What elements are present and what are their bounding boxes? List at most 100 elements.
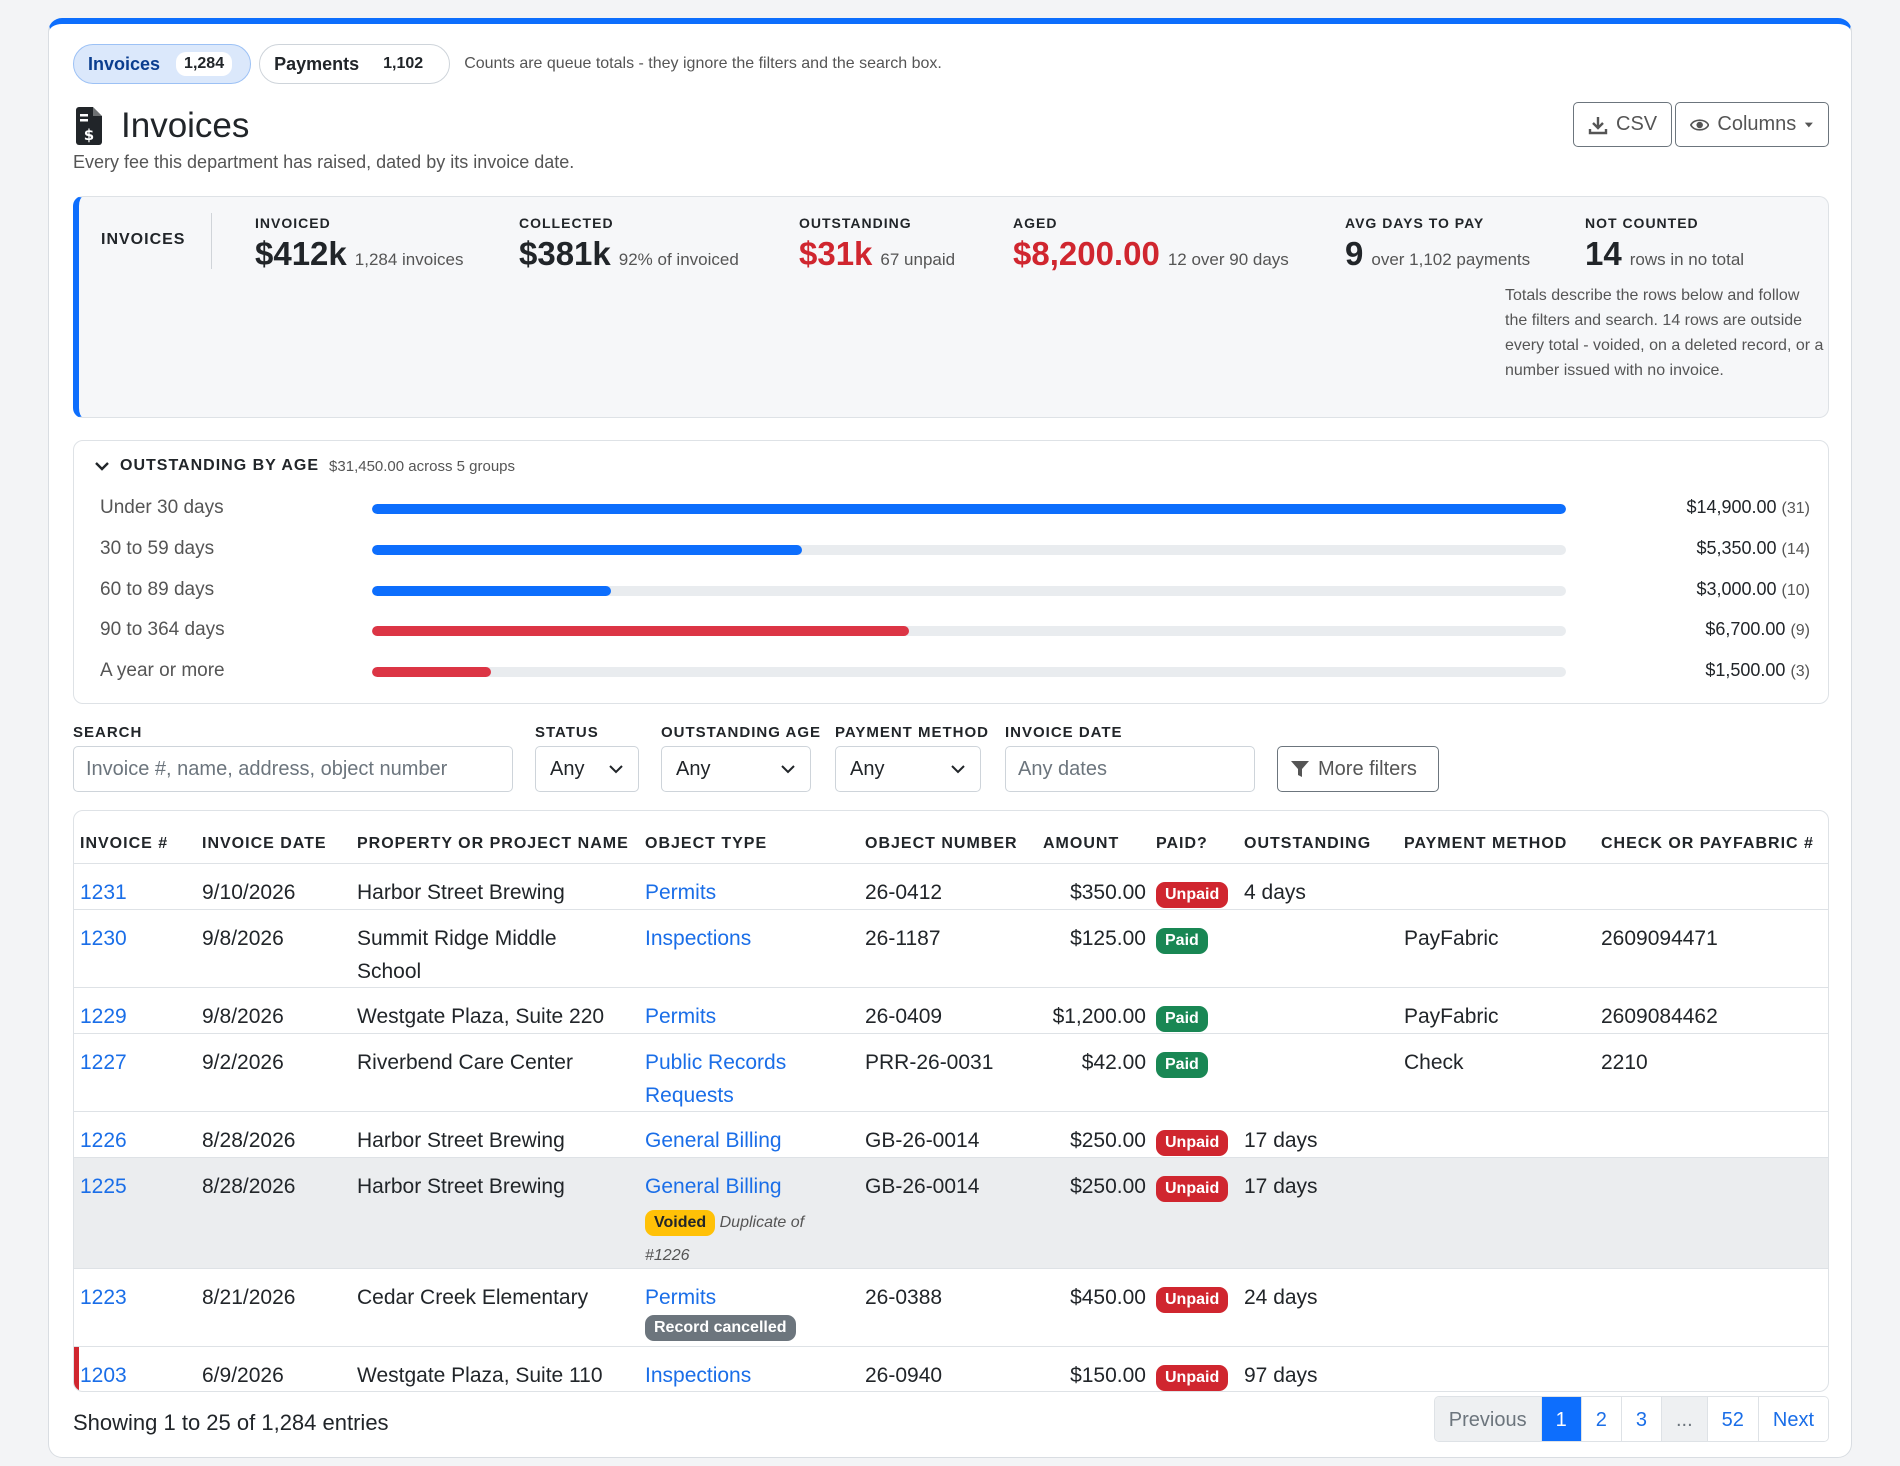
table-row[interactable]: 1231 9/10/2026 Harbor Street Brewing Per…	[74, 864, 1828, 910]
invoice-link[interactable]: 1231	[80, 881, 127, 904]
duplicate-note: Duplicate of #1226	[645, 1214, 805, 1264]
more-filters-button[interactable]: More filters	[1277, 746, 1439, 792]
object-type-link[interactable]: Inspections	[645, 1364, 752, 1387]
invoice-date: 9/2/2026	[202, 1051, 284, 1074]
invoice-link[interactable]: 1230	[80, 927, 127, 950]
object-type-link[interactable]: Public Records Requests	[645, 1051, 787, 1107]
table-row[interactable]: 1229 9/8/2026 Westgate Plaza, Suite 220 …	[74, 988, 1828, 1034]
table-row[interactable]: 1227 9/2/2026 Riverbend Care Center Publ…	[74, 1034, 1828, 1112]
table-row[interactable]: 1226 8/28/2026 Harbor Street Brewing Gen…	[74, 1112, 1828, 1158]
search-input[interactable]: Invoice #, name, address, object number	[73, 746, 513, 792]
table-row[interactable]: 1225 8/28/2026 Harbor Street Brewing Gen…	[74, 1158, 1828, 1269]
payment-method: PayFabric	[1404, 1005, 1499, 1028]
object-type-link[interactable]: General Billing	[645, 1175, 782, 1198]
table-row[interactable]: 1223 8/21/2026 Cedar Creek Elementary Pe…	[74, 1269, 1828, 1347]
date-label: INVOICE DATE	[1005, 724, 1123, 741]
property-name: Westgate Plaza, Suite 110	[357, 1364, 603, 1387]
object-number: 26-0388	[865, 1286, 943, 1309]
aging-row-label: A year or more	[100, 660, 225, 681]
object-type-link[interactable]: General Billing	[645, 1129, 782, 1152]
invoice-date: 9/8/2026	[202, 927, 284, 950]
search-label: SEARCH	[73, 724, 143, 741]
stat-outstanding: OUTSTANDING $31k 67 unpaid	[799, 215, 955, 273]
page-1[interactable]: 1	[1540, 1397, 1581, 1441]
aging-header[interactable]: OUTSTANDING BY AGE $31,450.00 across 5 g…	[94, 457, 515, 475]
csv-button[interactable]: CSV	[1573, 102, 1673, 147]
object-number: 26-0409	[865, 1005, 943, 1028]
invoice-link[interactable]: 1203	[80, 1364, 127, 1387]
check-number: 2609094471	[1601, 927, 1718, 950]
aging-bar-track	[372, 626, 1566, 636]
aging-row: Under 30 days $14,900.00 (31)	[100, 497, 1810, 521]
object-number: GB-26-0014	[865, 1129, 980, 1152]
column-header[interactable]: OUTSTANDING	[1244, 835, 1372, 852]
column-header[interactable]: OBJECT NUMBER	[865, 835, 1018, 852]
page-next[interactable]: Next	[1757, 1397, 1828, 1441]
age-label: OUTSTANDING AGE	[661, 724, 821, 741]
payment-method: Check	[1404, 1051, 1464, 1074]
invoice-link[interactable]: 1225	[80, 1175, 127, 1198]
invoices-card: Invoices 1,284 Payments 1,102 Counts are…	[48, 18, 1852, 1458]
object-type-link[interactable]: Permits	[645, 1005, 717, 1028]
property-name: Summit Ridge Middle School	[357, 927, 557, 983]
aging-row: 60 to 89 days $3,000.00 (10)	[100, 579, 1810, 603]
aging-amount-value: $5,350.00	[1696, 538, 1777, 558]
object-number: 26-0940	[865, 1364, 943, 1387]
property-name: Harbor Street Brewing	[357, 1175, 565, 1198]
age-select[interactable]: Any	[661, 746, 811, 792]
table-row[interactable]: 1230 9/8/2026 Summit Ridge Middle School…	[74, 910, 1828, 988]
amount: $450.00	[1070, 1286, 1146, 1309]
object-number: GB-26-0014	[865, 1175, 980, 1198]
column-header[interactable]: PAYMENT METHOD	[1404, 835, 1568, 852]
queue-tab-invoices[interactable]: Invoices 1,284	[73, 44, 252, 84]
filter-icon	[1291, 761, 1309, 777]
object-number: 26-0412	[865, 881, 943, 904]
stat-key: INVOICED	[255, 215, 331, 231]
stat-value: $412k	[255, 235, 347, 272]
invoice-date: 8/21/2026	[202, 1286, 296, 1309]
aging-total: $31,450.00 across 5 groups	[329, 457, 516, 475]
queue-tab-payments[interactable]: Payments 1,102	[259, 44, 451, 84]
aging-amount-count: (14)	[1781, 541, 1810, 558]
aging-amount-value: $6,700.00	[1705, 619, 1786, 639]
stat-value: $8,200.00	[1013, 235, 1160, 272]
invoice-date: 9/8/2026	[202, 1005, 284, 1028]
column-header[interactable]: PAID?	[1156, 835, 1208, 852]
more-filters-label: More filters	[1318, 757, 1417, 780]
invoice-link[interactable]: 1229	[80, 1005, 127, 1028]
page-previous[interactable]: Previous	[1434, 1397, 1541, 1441]
summary-footnote: Totals describe the rows below and follo…	[1505, 287, 1824, 379]
invoice-link[interactable]: 1226	[80, 1129, 127, 1152]
object-type-link[interactable]: Permits	[645, 1286, 717, 1309]
invoice-link[interactable]: 1227	[80, 1051, 127, 1074]
page-3[interactable]: 3	[1620, 1397, 1661, 1441]
page-52[interactable]: 52	[1706, 1397, 1758, 1441]
method-select[interactable]: Any	[835, 746, 981, 792]
aging-bar-track	[372, 586, 1566, 596]
column-header[interactable]: OBJECT TYPE	[645, 835, 768, 852]
stat-key: NOT COUNTED	[1585, 215, 1699, 231]
column-header[interactable]: INVOICE #	[80, 835, 169, 852]
aging-amount-value: $3,000.00	[1696, 579, 1777, 599]
object-type-link[interactable]: Permits	[645, 881, 717, 904]
table-row[interactable]: 1203 6/9/2026 Westgate Plaza, Suite 110 …	[74, 1347, 1828, 1391]
status-badge: Unpaid	[1156, 1176, 1229, 1202]
column-header[interactable]: AMOUNT	[1043, 835, 1120, 852]
invoice-link[interactable]: 1223	[80, 1286, 127, 1309]
page-ellipsis: ...	[1660, 1397, 1707, 1441]
stat-value: 9	[1345, 235, 1364, 272]
page-2[interactable]: 2	[1580, 1397, 1621, 1441]
date-range-input[interactable]: Any dates	[1005, 746, 1255, 792]
stat-value: $381k	[519, 235, 611, 272]
page-header: $ Invoices	[73, 106, 249, 146]
aging-row-label: Under 30 days	[100, 497, 224, 518]
columns-button[interactable]: Columns	[1675, 102, 1829, 147]
object-type-link[interactable]: Inspections	[645, 927, 752, 950]
column-header[interactable]: INVOICE DATE	[202, 835, 327, 852]
column-header[interactable]: CHECK OR PAYFABRIC #	[1601, 835, 1814, 852]
outstanding: 17 days	[1244, 1175, 1318, 1198]
status-label: STATUS	[535, 724, 599, 741]
age-select-value: Any	[676, 757, 711, 780]
column-header[interactable]: PROPERTY OR PROJECT NAME	[357, 835, 629, 852]
status-select[interactable]: Any	[535, 746, 639, 792]
